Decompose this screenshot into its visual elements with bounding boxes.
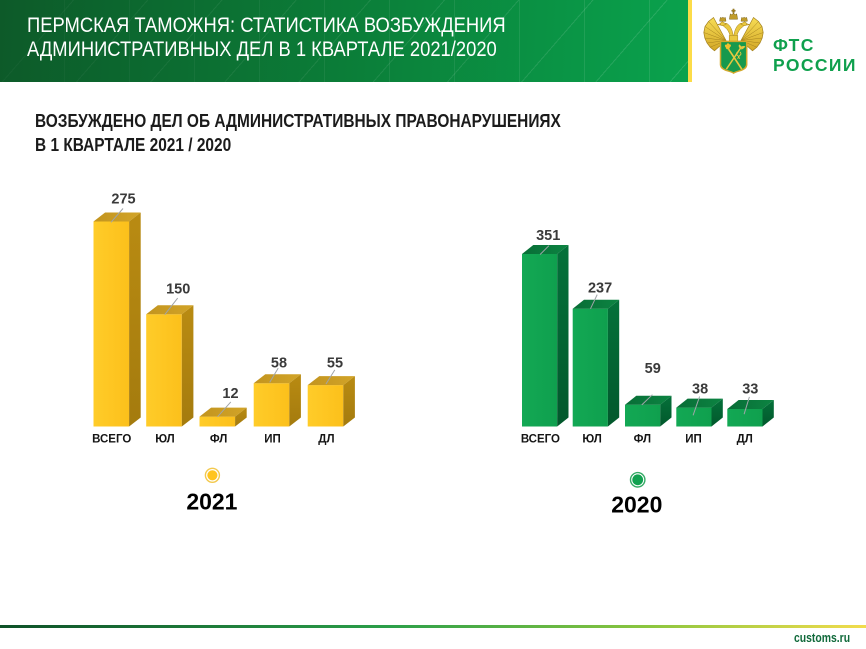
svg-text:275: 275	[111, 192, 135, 208]
svg-text:59: 59	[645, 361, 661, 377]
svg-text:ВСЕГО: ВСЕГО	[521, 433, 560, 445]
svg-text:ИП: ИП	[264, 433, 281, 445]
svg-text:ВСЕГО: ВСЕГО	[92, 433, 131, 445]
svg-text:ДЛ: ДЛ	[737, 433, 753, 445]
svg-text:2021: 2021	[186, 489, 237, 515]
svg-text:ЮЛ: ЮЛ	[582, 433, 602, 445]
svg-text:ДЛ: ДЛ	[318, 433, 334, 445]
svg-text:38: 38	[692, 382, 708, 398]
svg-text:58: 58	[271, 356, 287, 372]
svg-text:ЮЛ: ЮЛ	[155, 433, 175, 445]
svg-text:2020: 2020	[611, 492, 662, 518]
svg-text:12: 12	[222, 386, 238, 402]
svg-text:150: 150	[166, 282, 190, 298]
svg-text:351: 351	[536, 228, 560, 244]
svg-text:ФЛ: ФЛ	[634, 433, 651, 445]
svg-text:ИП: ИП	[685, 433, 702, 445]
svg-text:33: 33	[742, 382, 758, 398]
svg-text:55: 55	[327, 356, 343, 372]
svg-text:ФЛ: ФЛ	[210, 433, 227, 445]
svg-text:237: 237	[588, 281, 612, 297]
